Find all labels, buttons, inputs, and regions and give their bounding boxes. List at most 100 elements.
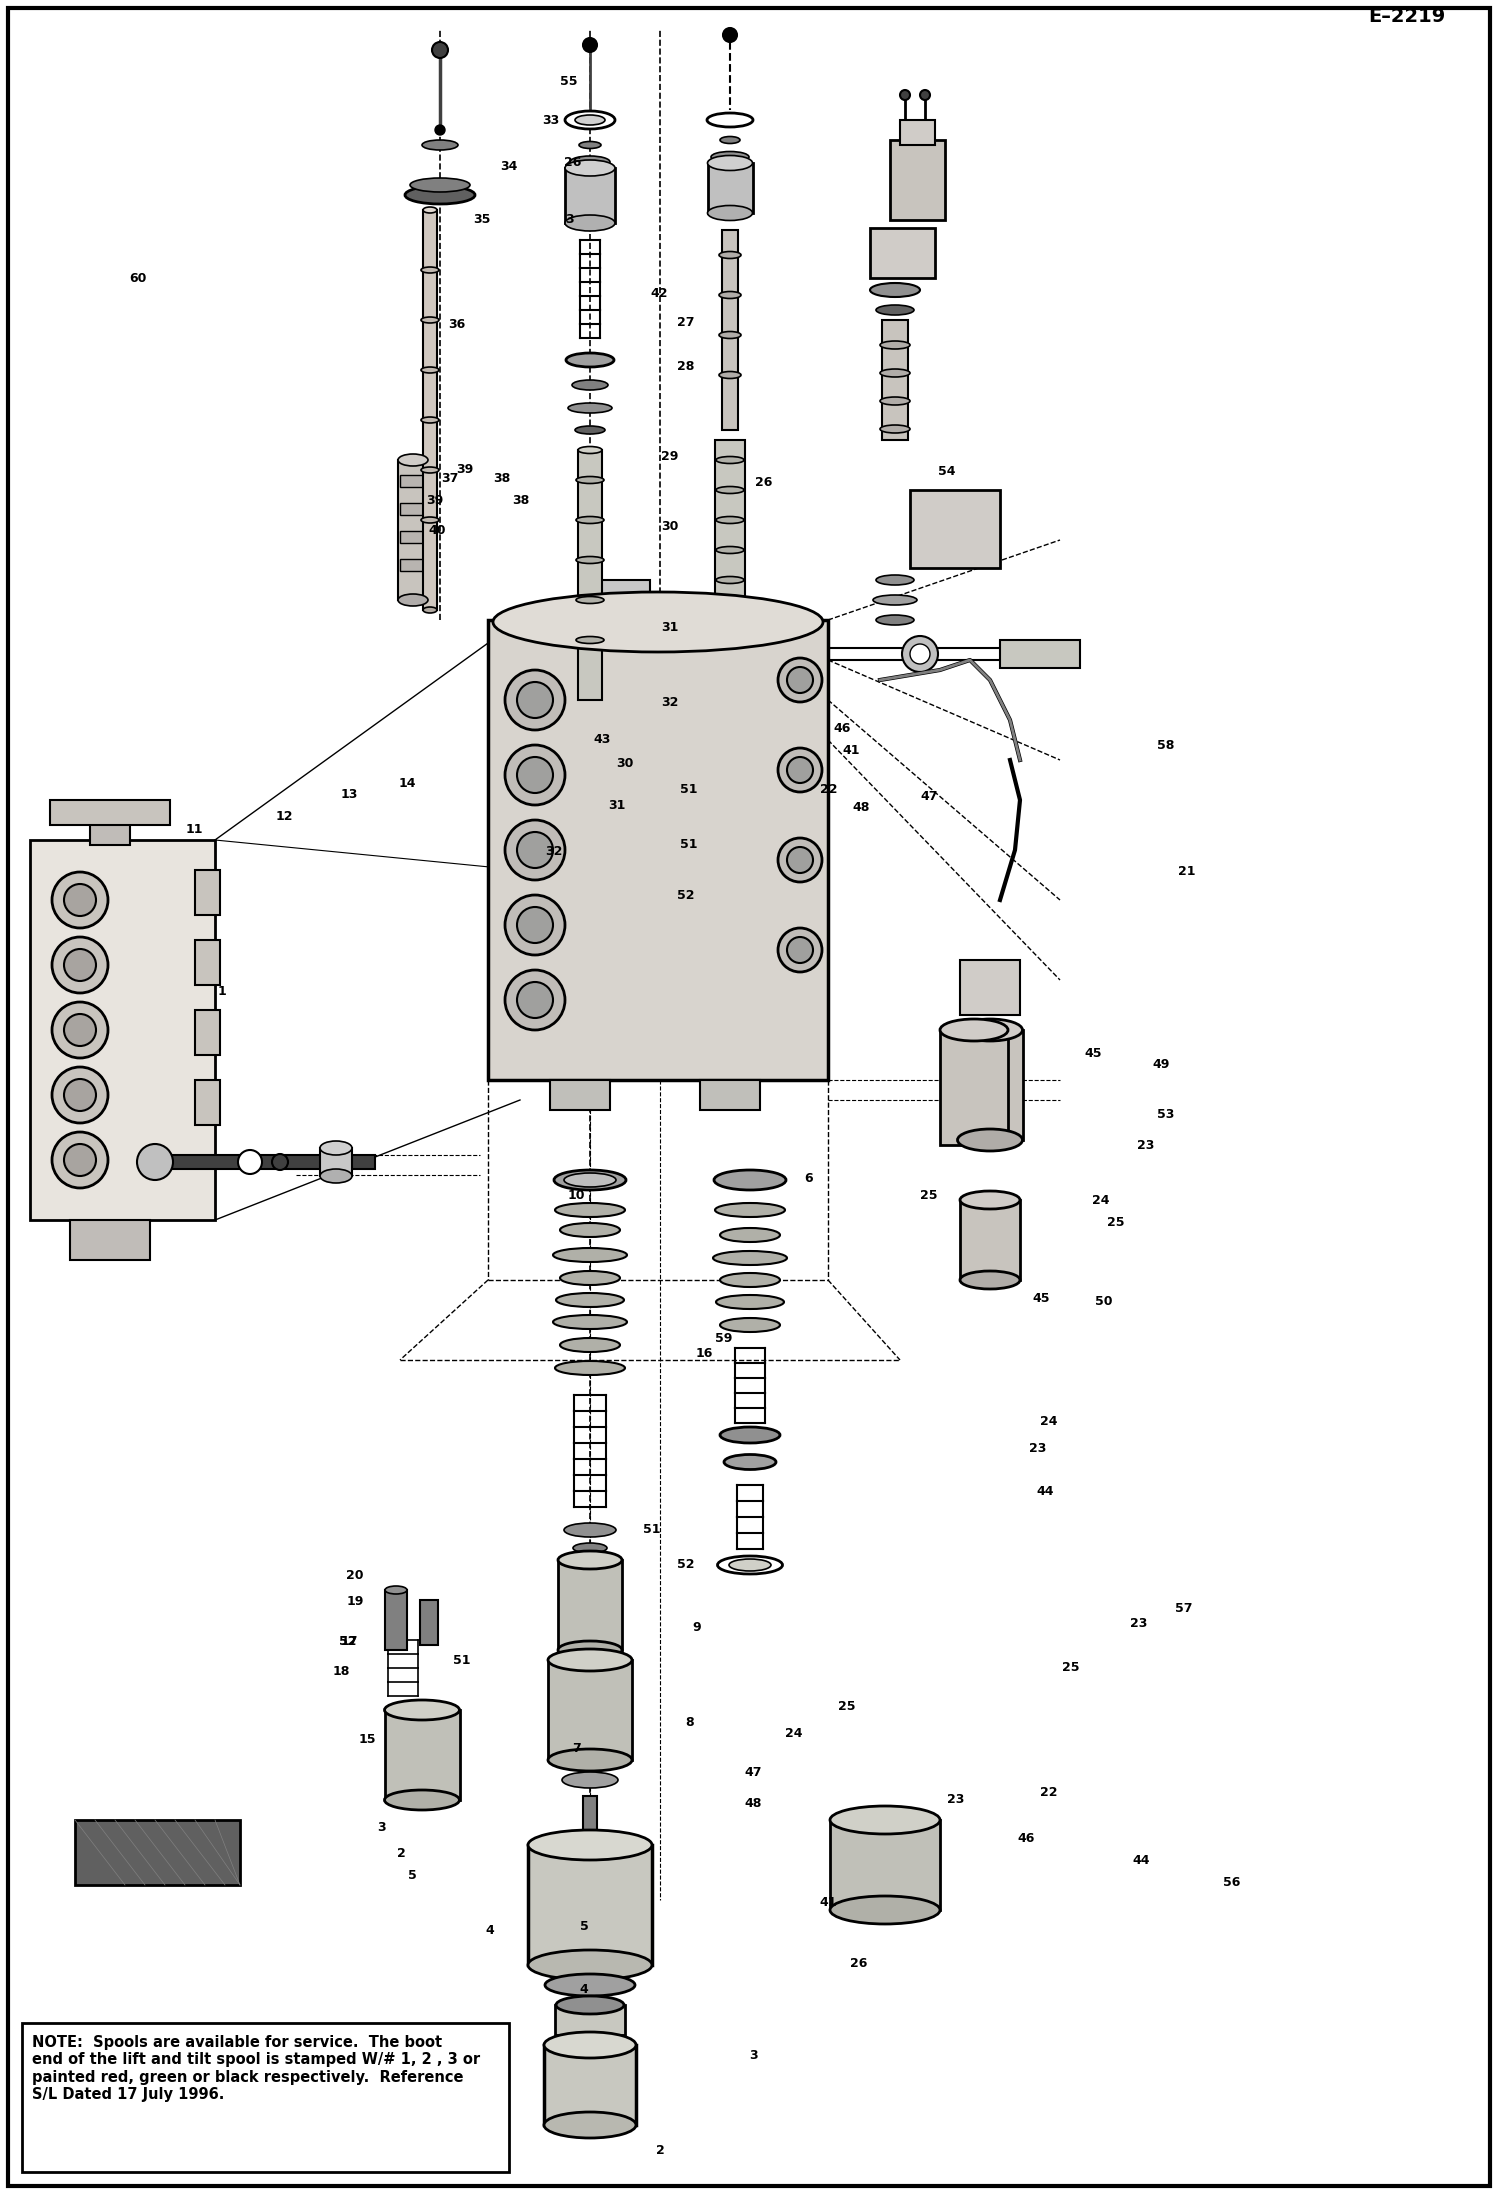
Circle shape	[52, 871, 108, 928]
Text: 46: 46	[1017, 1832, 1035, 1845]
Bar	[722, 230, 739, 430]
Ellipse shape	[879, 426, 909, 432]
Ellipse shape	[870, 283, 920, 296]
Text: 18: 18	[333, 1665, 351, 1678]
Bar	[565, 169, 616, 224]
Circle shape	[786, 667, 813, 693]
Text: 52: 52	[677, 1558, 695, 1571]
Ellipse shape	[398, 595, 428, 606]
Bar	[709, 162, 753, 213]
Ellipse shape	[879, 397, 909, 406]
Ellipse shape	[321, 1141, 352, 1154]
Bar	[400, 474, 425, 487]
Ellipse shape	[554, 1360, 625, 1376]
Bar	[321, 1147, 352, 1176]
Ellipse shape	[560, 1270, 620, 1286]
Text: 51: 51	[452, 1654, 470, 1667]
Circle shape	[505, 970, 565, 1029]
Bar	[195, 871, 220, 915]
Circle shape	[136, 1143, 172, 1180]
Text: 41: 41	[842, 744, 860, 757]
Circle shape	[64, 1143, 96, 1176]
Text: 23: 23	[1029, 1441, 1047, 1455]
Text: 25: 25	[837, 1700, 855, 1714]
Text: 39: 39	[425, 494, 443, 507]
Text: 36: 36	[448, 318, 466, 331]
Ellipse shape	[715, 1202, 785, 1218]
Ellipse shape	[960, 1270, 1020, 1290]
Ellipse shape	[557, 1551, 622, 1569]
Ellipse shape	[553, 1248, 628, 1262]
Bar	[49, 801, 169, 825]
Circle shape	[902, 636, 938, 671]
Ellipse shape	[577, 516, 604, 524]
Circle shape	[786, 757, 813, 783]
Text: 15: 15	[358, 1733, 376, 1746]
Bar	[578, 450, 602, 700]
Bar	[909, 489, 1001, 568]
Text: 25: 25	[1062, 1661, 1080, 1674]
Text: 24: 24	[1092, 1194, 1110, 1207]
Ellipse shape	[385, 1586, 407, 1595]
Circle shape	[505, 821, 565, 880]
Ellipse shape	[957, 1018, 1023, 1040]
Circle shape	[52, 1003, 108, 1058]
Bar	[22, 2023, 509, 2172]
Ellipse shape	[876, 305, 914, 316]
Ellipse shape	[577, 476, 604, 483]
Circle shape	[52, 1132, 108, 1187]
Ellipse shape	[721, 1273, 780, 1288]
Text: 26: 26	[849, 1957, 867, 1970]
Ellipse shape	[719, 331, 742, 338]
Circle shape	[517, 682, 553, 717]
Bar	[75, 1821, 240, 1885]
Ellipse shape	[557, 1641, 622, 1659]
Bar	[1001, 641, 1080, 667]
Ellipse shape	[493, 592, 822, 652]
Text: 53: 53	[1156, 1108, 1174, 1121]
Ellipse shape	[548, 1749, 632, 1771]
Text: 24: 24	[1040, 1415, 1058, 1428]
Circle shape	[786, 937, 813, 963]
Circle shape	[434, 125, 445, 136]
Text: 9: 9	[692, 1621, 701, 1635]
Ellipse shape	[421, 417, 439, 423]
Ellipse shape	[421, 366, 439, 373]
Ellipse shape	[565, 215, 616, 230]
Ellipse shape	[707, 156, 752, 171]
Text: 56: 56	[1222, 1876, 1240, 1889]
Text: 58: 58	[1156, 739, 1174, 753]
Ellipse shape	[565, 1523, 616, 1538]
Ellipse shape	[957, 1130, 1023, 1152]
Ellipse shape	[712, 151, 749, 162]
Bar	[548, 1661, 632, 1760]
Ellipse shape	[554, 1202, 625, 1218]
Bar	[527, 1845, 652, 1966]
Circle shape	[64, 884, 96, 917]
Text: 59: 59	[715, 1332, 733, 1345]
Text: 35: 35	[473, 213, 491, 226]
Ellipse shape	[404, 186, 475, 204]
Text: 42: 42	[650, 287, 668, 301]
Text: NOTE:  Spools are available for service.  The boot
end of the lift and tilt spoo: NOTE: Spools are available for service. …	[33, 2034, 481, 2102]
Bar	[385, 1591, 407, 1650]
Ellipse shape	[577, 597, 604, 603]
Ellipse shape	[577, 636, 604, 643]
Bar	[960, 961, 1020, 1016]
Ellipse shape	[566, 353, 614, 366]
Circle shape	[64, 1079, 96, 1110]
Text: 34: 34	[500, 160, 518, 173]
Ellipse shape	[716, 456, 745, 463]
Ellipse shape	[548, 1650, 632, 1672]
Bar	[941, 1029, 1008, 1145]
Circle shape	[920, 90, 930, 101]
Ellipse shape	[553, 1314, 628, 1330]
Bar	[959, 1029, 1023, 1141]
Bar	[583, 1797, 598, 1836]
Text: 51: 51	[680, 838, 698, 851]
Text: 28: 28	[677, 360, 695, 373]
Text: 17: 17	[340, 1635, 358, 1648]
Circle shape	[505, 895, 565, 954]
Text: 51: 51	[643, 1523, 661, 1536]
Ellipse shape	[560, 1338, 620, 1352]
